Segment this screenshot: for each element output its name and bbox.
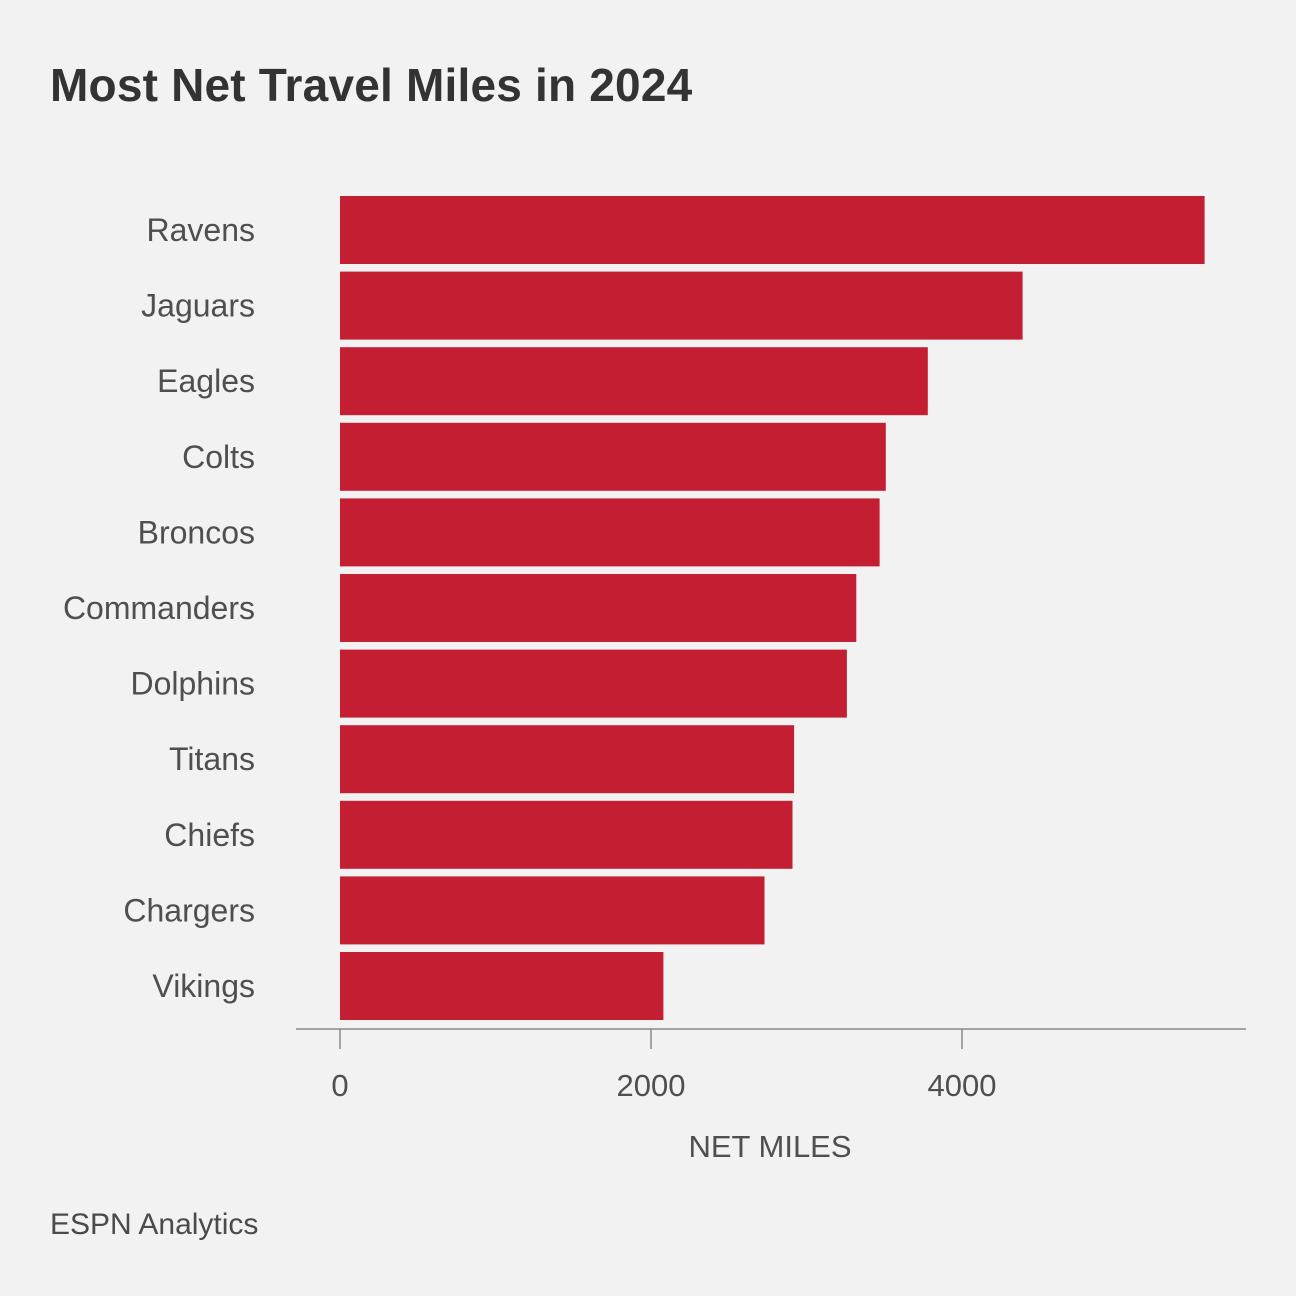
- category-label-eagles: Eagles: [157, 363, 255, 399]
- category-label-jaguars: Jaguars: [141, 288, 255, 324]
- category-label-colts: Colts: [182, 439, 255, 475]
- category-label-titans: Titans: [169, 741, 255, 777]
- x-tick-label-4000: 4000: [928, 1068, 997, 1103]
- bar-ravens: [340, 196, 1205, 264]
- chart-title: Most Net Travel Miles in 2024: [50, 59, 693, 111]
- category-label-vikings: Vikings: [152, 968, 255, 1004]
- bar-chiefs: [340, 800, 793, 869]
- category-label-dolphins: Dolphins: [130, 666, 255, 702]
- bar-titans: [340, 725, 795, 794]
- bar-eagles: [340, 347, 928, 416]
- category-label-chargers: Chargers: [123, 892, 255, 928]
- category-label-broncos: Broncos: [138, 514, 255, 550]
- bar-dolphins: [340, 649, 847, 718]
- category-label-commanders: Commanders: [63, 590, 255, 626]
- bar-jaguars: [340, 271, 1023, 340]
- category-labels-group: Ravens Jaguars Eagles Colts Broncos Commander…: [63, 212, 255, 1004]
- bar-vikings: [340, 952, 664, 1020]
- source-credit: ESPN Analytics: [50, 1208, 259, 1241]
- x-axis: 0 2000 4000: [296, 1028, 1246, 1103]
- bar-commanders: [340, 574, 857, 642]
- category-label-chiefs: Chiefs: [164, 817, 255, 853]
- bar-colts: [340, 422, 886, 491]
- bar-chargers: [340, 876, 765, 945]
- x-tick-label-2000: 2000: [617, 1068, 686, 1103]
- x-axis-title: NET MILES: [688, 1129, 851, 1164]
- x-tick-label-0: 0: [331, 1068, 348, 1103]
- category-label-ravens: Ravens: [147, 212, 256, 248]
- bars-group: [340, 196, 1205, 1020]
- bar-broncos: [340, 498, 880, 567]
